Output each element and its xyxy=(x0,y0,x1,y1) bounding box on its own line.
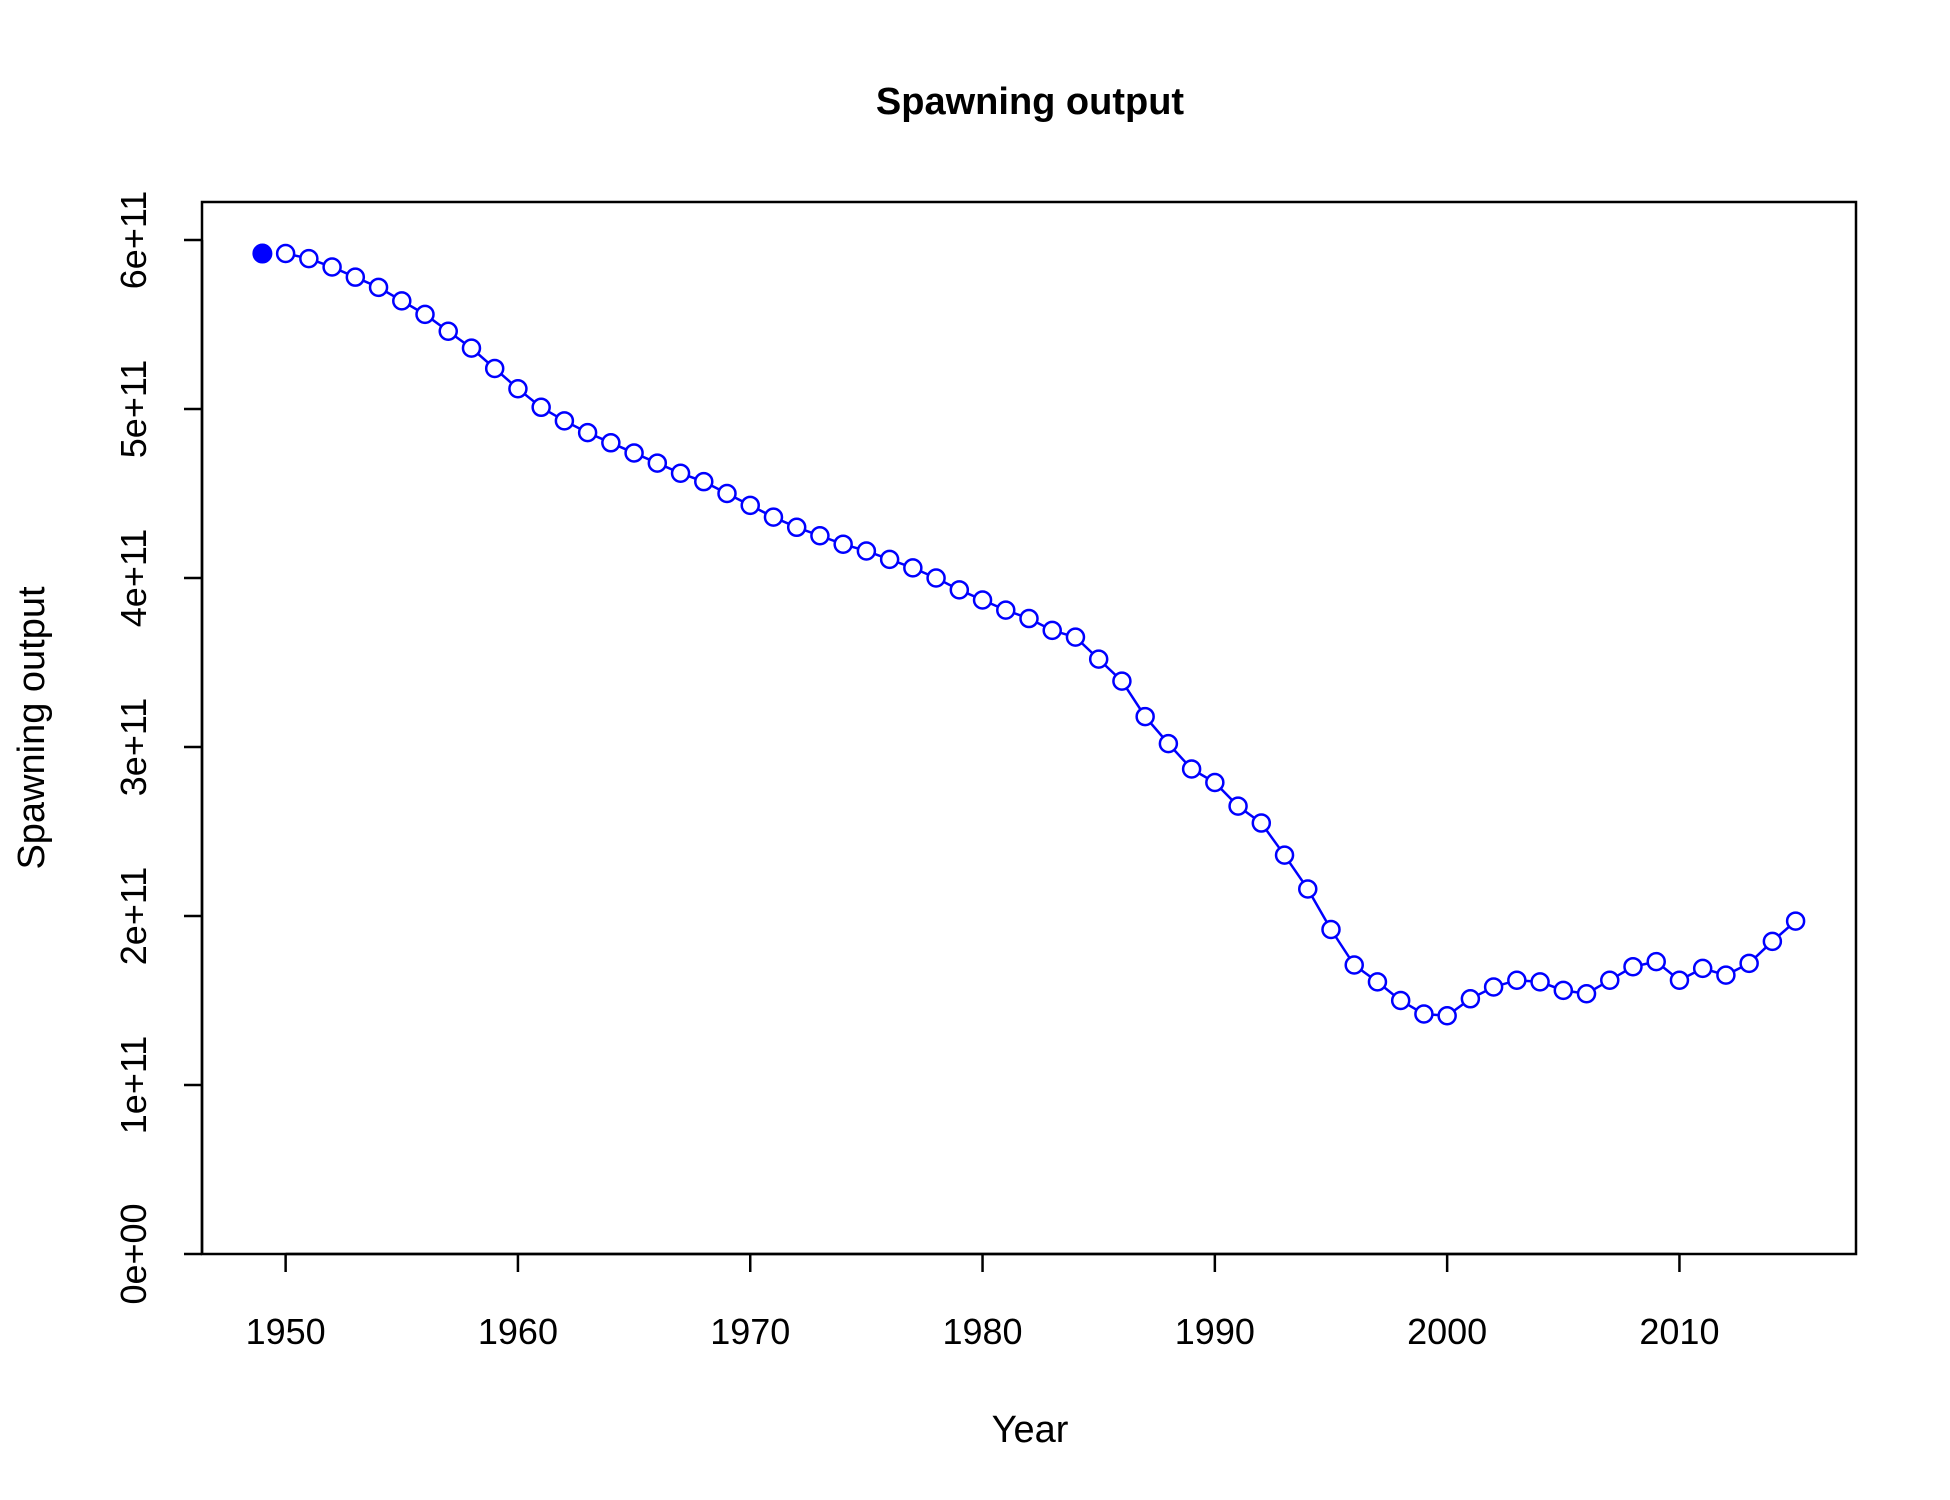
data-point xyxy=(1553,980,1574,1001)
data-point xyxy=(484,358,505,379)
data-point xyxy=(926,568,946,588)
data-point xyxy=(1321,919,1341,940)
data-point xyxy=(717,483,737,504)
y-tick-label: 1e+11 xyxy=(113,1036,154,1134)
series-line xyxy=(285,252,1797,1017)
data-point xyxy=(1065,627,1086,647)
data-point xyxy=(461,338,482,358)
data-point xyxy=(299,248,319,269)
data-point xyxy=(647,453,668,473)
data-point xyxy=(833,534,853,554)
data-point xyxy=(1483,977,1504,997)
y-tick-label: 5e+11 xyxy=(113,360,154,458)
series-layer xyxy=(252,243,1806,1026)
data-point xyxy=(1600,970,1620,990)
data-point xyxy=(1716,965,1736,985)
data-point xyxy=(1205,772,1225,793)
data-point xyxy=(740,495,760,516)
data-point xyxy=(1344,955,1364,975)
x-axis-title: Year xyxy=(992,1409,1069,1451)
data-point xyxy=(1298,879,1318,899)
data-point xyxy=(1576,983,1597,1004)
data-point xyxy=(1437,1005,1457,1026)
y-tick-label: 4e+11 xyxy=(113,529,154,627)
x-tick-label: 1970 xyxy=(710,1311,790,1352)
y-tick-label: 6e+11 xyxy=(113,191,154,289)
data-point xyxy=(856,541,877,561)
data-point xyxy=(1739,953,1759,974)
data-point xyxy=(949,580,970,600)
data-point xyxy=(577,422,598,443)
x-tick-label: 2010 xyxy=(1639,1311,1719,1352)
data-point xyxy=(1019,608,1039,629)
data-point xyxy=(1274,845,1295,865)
data-point xyxy=(1228,796,1248,816)
data-point xyxy=(438,321,458,342)
data-point xyxy=(1367,972,1388,992)
y-tick-label: 3e+11 xyxy=(113,698,154,796)
data-point xyxy=(1646,951,1666,972)
y-tick-label: 2e+11 xyxy=(113,867,154,965)
data-point xyxy=(996,600,1016,620)
x-tick-label: 1960 xyxy=(478,1311,558,1352)
data-point xyxy=(1414,1004,1434,1024)
x-tick-label: 1950 xyxy=(246,1311,326,1352)
data-point xyxy=(694,471,714,492)
data-point xyxy=(368,277,389,298)
data-point xyxy=(670,463,691,483)
plot-frame xyxy=(200,200,1858,1256)
data-point xyxy=(554,411,575,431)
data-point xyxy=(415,304,435,325)
data-point xyxy=(392,291,412,311)
x-tick-label: 2000 xyxy=(1407,1311,1487,1352)
data-point xyxy=(1623,956,1643,977)
data-point xyxy=(1785,911,1806,931)
data-point xyxy=(531,397,551,418)
data-point xyxy=(1692,958,1713,979)
data-point xyxy=(972,590,993,610)
data-point xyxy=(322,257,342,277)
data-point xyxy=(601,433,621,453)
data-point xyxy=(508,378,528,399)
data-point xyxy=(624,443,644,463)
data-point xyxy=(903,558,923,578)
chart-title: Spawning output xyxy=(876,81,1185,123)
data-point xyxy=(1460,989,1481,1009)
data-point xyxy=(1112,671,1132,691)
data-point xyxy=(1762,931,1783,952)
data-point xyxy=(1530,972,1550,992)
data-point xyxy=(810,526,830,546)
data-point xyxy=(1251,813,1272,833)
data-point xyxy=(1135,706,1155,727)
data-point xyxy=(1507,970,1527,990)
data-point xyxy=(1390,990,1411,1011)
x-tick-label: 1980 xyxy=(942,1311,1022,1352)
data-point xyxy=(1158,733,1179,754)
x-tick-label: 1990 xyxy=(1175,1311,1255,1352)
x-axis: 1950 1960 1970 1980 1990 2000 2010 xyxy=(246,1252,1719,1352)
y-axis: 0e+00 1e+11 2e+11 3e+11 4e+11 5e+11 6e+11 xyxy=(113,191,204,1305)
y-axis-title: Spawning output xyxy=(11,586,53,870)
data-point xyxy=(1088,649,1109,669)
data-point xyxy=(763,507,784,527)
data-point xyxy=(1669,970,1690,990)
data-point xyxy=(345,267,366,287)
data-point xyxy=(275,243,296,264)
data-point xyxy=(879,549,900,570)
virgin-point xyxy=(252,243,273,264)
data-point xyxy=(1181,759,1202,779)
y-tick-label: 0e+00 xyxy=(113,1203,154,1304)
data-point xyxy=(786,517,807,538)
data-point xyxy=(1042,620,1062,641)
